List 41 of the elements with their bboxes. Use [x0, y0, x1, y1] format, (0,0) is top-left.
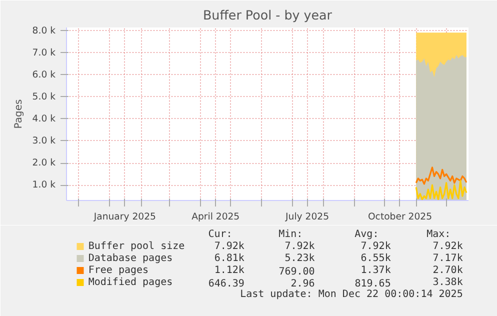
text: 1.12k — [214, 265, 244, 276]
y-tick-label: 4.0 k — [32, 113, 56, 124]
text: 6.81k — [214, 253, 244, 264]
text: 646.39 — [208, 278, 244, 290]
text: 7.92k — [432, 241, 463, 252]
text: 819.65 — [354, 278, 391, 290]
y-tick-label: 8.0 k — [32, 25, 56, 36]
legend-label: Modified pages — [88, 277, 173, 288]
text: 1.37k — [360, 265, 391, 276]
legend-label: Free pages — [88, 265, 149, 276]
line-series — [415, 166, 468, 185]
text: 2.96 — [290, 278, 315, 290]
text: 7.92k — [360, 241, 391, 252]
legend-label: Database pages — [88, 253, 173, 264]
x-tick-label: April 2025 — [192, 212, 240, 222]
legend-label: Buffer pool size — [88, 241, 185, 252]
y-tick-label: 5.0 k — [32, 91, 56, 102]
text: 7.17k — [432, 253, 463, 264]
text: Max: — [426, 229, 451, 240]
line-series — [415, 180, 468, 200]
text: Avg: — [354, 229, 379, 240]
chart-title: Buffer Pool - by year — [202, 8, 333, 22]
text: Last update: Mon Dec 22 00:00:14 2025 — [240, 289, 463, 300]
text: 3.38k — [432, 277, 463, 288]
y-tick-label: 6.0 k — [32, 69, 56, 80]
text: Min: — [278, 229, 303, 240]
text: 7.92k — [214, 241, 244, 252]
text: 6.55k — [360, 253, 391, 264]
x-tick-label: January 2025 — [92, 212, 156, 222]
x-tick-label: October 2025 — [368, 212, 432, 222]
text: 5.23k — [284, 253, 315, 264]
text: 2.70k — [432, 265, 463, 276]
text: 769.00 — [278, 266, 315, 278]
y-tick-label: 3.0 k — [32, 135, 56, 146]
x-tick-label: July 2025 — [284, 212, 330, 222]
y-axis-title: Pages — [13, 99, 24, 129]
y-tick-label: 2.0 k — [32, 158, 56, 169]
text: 7.92k — [284, 241, 315, 252]
y-tick-label: 1.0 k — [32, 180, 56, 191]
text: Cur: — [208, 229, 232, 240]
y-tick-label: 7.0 k — [32, 47, 56, 58]
